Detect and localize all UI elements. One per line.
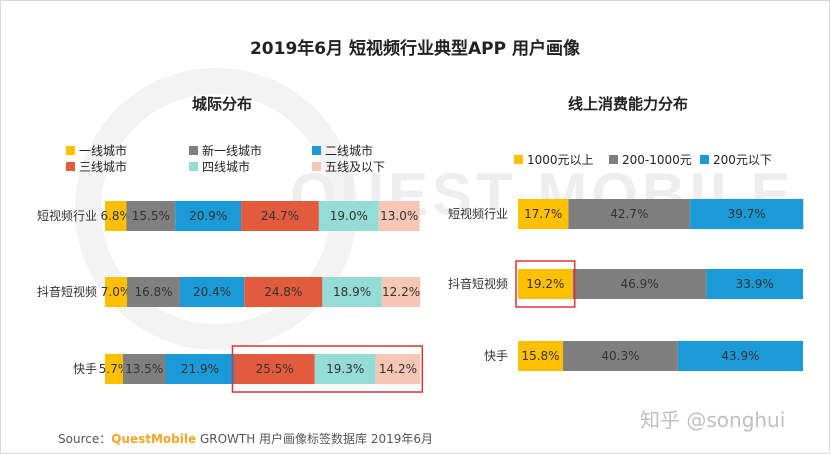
data-label: 19.0% (330, 209, 368, 223)
bar-segment (122, 354, 166, 384)
bar-segment (563, 341, 678, 371)
bar-segment (518, 341, 564, 371)
category-label: 短视频行业 (448, 206, 508, 221)
legend-label: 三线城市 (79, 160, 128, 174)
data-label: 24.8% (264, 285, 302, 299)
bar-segment (322, 277, 382, 307)
highlight-box (515, 260, 576, 308)
legend-item-under-200: 200元以下 (700, 151, 772, 168)
bar-segment (314, 354, 376, 384)
legend-swatch-icon (514, 155, 523, 164)
data-label: 12.2% (382, 285, 420, 299)
data-label: 15.5% (132, 209, 170, 223)
bar-segment (677, 341, 803, 371)
legend-swatch-icon (609, 155, 618, 164)
data-label: 43.9% (721, 349, 759, 363)
data-label: 13.0% (380, 209, 418, 223)
bar-segment (126, 201, 176, 231)
legend-swatch-icon (312, 146, 321, 155)
category-label: 抖音短视频 (37, 284, 97, 299)
data-label: 25.5% (256, 362, 294, 376)
source-brand: QuestMobile (111, 432, 197, 446)
legend-item-over-1000: 1000元以上 (514, 151, 594, 168)
legend-item-tier5: 五线及以下 (312, 158, 385, 175)
legend-label: 200元以下 (713, 153, 772, 167)
bar-segment (318, 201, 379, 231)
legend-item-tier4: 四线城市 (189, 158, 250, 175)
chart-title-city: 城际分布 (192, 95, 253, 113)
bar-segment (706, 269, 803, 299)
legend-label: 新一线城市 (202, 144, 263, 158)
legend-label: 一线城市 (79, 144, 128, 158)
bar-segment (381, 277, 421, 307)
source-rest: GROWTH 用户画像标签数据库 2019年6月 (196, 432, 434, 446)
chart-title-consumption: 线上消费能力分布 (568, 95, 689, 113)
bar-segment (105, 201, 127, 231)
data-label: 17.7% (524, 207, 562, 221)
bar-segment (375, 354, 421, 384)
zhihu-watermark: 知乎 @songhui (640, 408, 786, 432)
legend-swatch-icon (700, 155, 709, 164)
data-label: 13.5% (125, 362, 163, 376)
data-label: 39.7% (728, 207, 766, 221)
data-label: 7.0% (101, 285, 132, 299)
data-label: 18.9% (333, 285, 371, 299)
bar-segment (234, 354, 315, 384)
bar-segment (568, 199, 691, 229)
source-note: Source：QuestMobile GROWTH 用户画像标签数据库 2019… (58, 430, 433, 447)
data-label: 5.7% (99, 362, 130, 376)
category-label: 短视频行业 (37, 208, 97, 223)
legend-item-tier2: 二线城市 (312, 142, 373, 159)
category-label: 抖音短视频 (448, 276, 508, 291)
data-label: 42.7% (610, 207, 648, 221)
legend-item-tier1: 一线城市 (66, 142, 127, 159)
bar-segment (518, 269, 573, 299)
legend-swatch-icon (189, 162, 198, 171)
source-label: Source： (58, 432, 112, 446)
bar-segment (105, 354, 123, 384)
data-label: 15.8% (521, 349, 559, 363)
data-label: 20.4% (193, 285, 231, 299)
bar-segment (165, 354, 235, 384)
data-label: 19.2% (526, 277, 564, 291)
legend-item-tier3: 三线城市 (66, 158, 127, 175)
legend-swatch-icon (66, 146, 75, 155)
data-label: 20.9% (189, 209, 227, 223)
legend-swatch-icon (312, 162, 321, 171)
page-title: 2019年6月 短视频行业典型APP 用户画像 (249, 39, 581, 59)
bar-segment (244, 277, 323, 307)
bar-segment (175, 201, 242, 231)
data-label: 46.9% (620, 277, 658, 291)
bar-segment (241, 201, 319, 231)
legend-item-200-1000: 200-1000元 (609, 151, 692, 168)
bar-segment (572, 269, 707, 299)
highlight-box (231, 345, 424, 393)
data-label: 19.3% (326, 362, 364, 376)
legend-swatch-icon (66, 162, 75, 171)
bar-segment (179, 277, 245, 307)
bar-segment (378, 201, 420, 231)
legend-swatch-icon (189, 146, 198, 155)
bar-segment (127, 277, 180, 307)
category-label: 快手 (484, 349, 508, 363)
legend-item-new-tier1: 新一线城市 (189, 142, 262, 159)
data-label: 21.9% (181, 362, 219, 376)
bar-segment (105, 277, 128, 307)
bar-segment (518, 199, 569, 229)
data-label: 24.7% (261, 209, 299, 223)
category-label: 快手 (73, 362, 97, 376)
data-label: 40.3% (601, 349, 639, 363)
legend-label: 二线城市 (325, 144, 374, 158)
legend-label: 200-1000元 (622, 153, 692, 167)
bar-segment (690, 199, 804, 229)
data-label: 6.8% (100, 209, 131, 223)
data-label: 14.2% (379, 362, 417, 376)
data-label: 16.8% (134, 285, 172, 299)
data-label: 33.9% (736, 277, 774, 291)
legend-label: 1000元以上 (527, 153, 594, 167)
legend-label: 四线城市 (202, 160, 251, 174)
legend-label: 五线及以下 (325, 160, 386, 174)
